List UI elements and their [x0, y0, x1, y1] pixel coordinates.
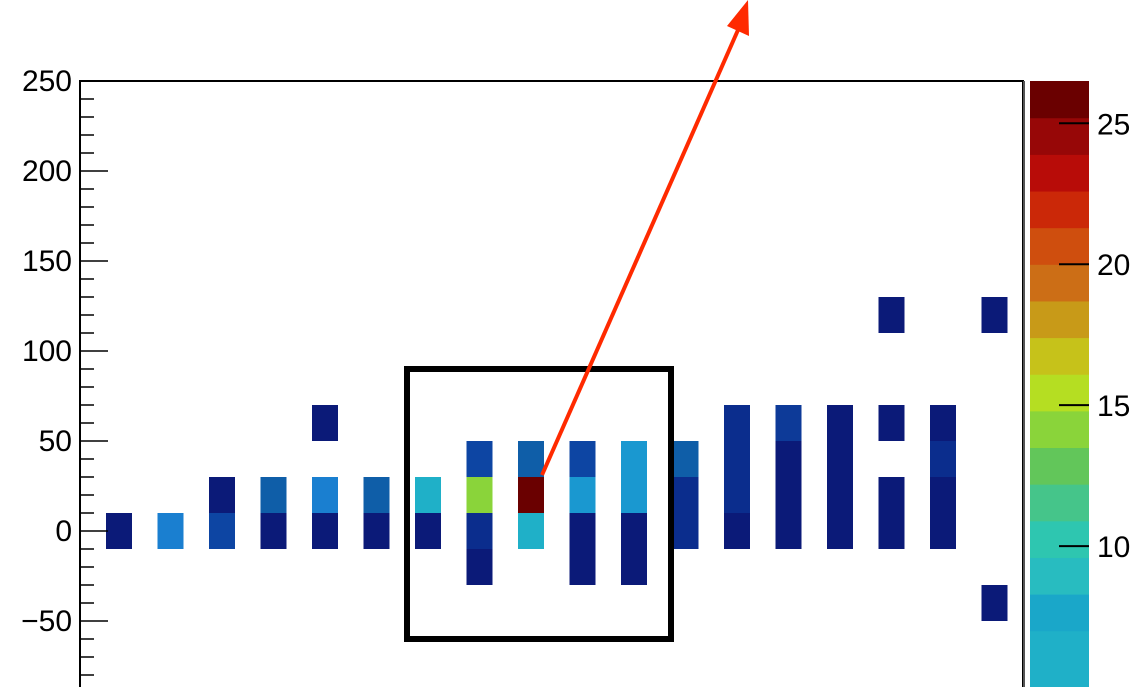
colorbar-band [1030, 557, 1089, 595]
colorbar-band [1030, 520, 1089, 558]
heatmap-cell [672, 441, 699, 477]
arrow-shaft [540, 29, 740, 476]
colorbar-band [1030, 81, 1089, 119]
heatmap-cell [724, 477, 750, 513]
colorbar-tick-label: 15 [1097, 390, 1130, 423]
colorbar-band [1030, 227, 1089, 265]
heatmap-cell [930, 405, 956, 441]
highlight-box [404, 366, 674, 642]
heatmap-cell [312, 513, 338, 549]
colorbar-band [1030, 300, 1089, 339]
colorbar-band [1030, 410, 1089, 449]
y-tick-label: 250 [22, 65, 72, 98]
heatmap-cell [621, 477, 647, 513]
annotations [404, 0, 749, 642]
heatmap-cell [518, 441, 544, 477]
arrow-head [727, 0, 749, 36]
colorbar-band [1030, 447, 1089, 485]
heatmap-cell [466, 513, 493, 549]
heatmap-cell [518, 513, 544, 549]
y-tick-label: 150 [22, 245, 72, 278]
heatmap-cell [672, 477, 699, 513]
heatmap-cell [878, 297, 905, 333]
heatmap-cell [827, 477, 853, 513]
plot-frame [79, 80, 1024, 687]
y-tick-label: −50 [21, 605, 72, 638]
heatmap-cell [209, 477, 235, 513]
heatmap-cell [569, 513, 596, 549]
heatmap-cell [157, 513, 184, 549]
heatmap-cell [878, 513, 905, 549]
colorbar-band [1030, 154, 1089, 192]
heatmap-cell [930, 477, 956, 513]
y-tick-label: 50 [39, 425, 72, 458]
colorbar-band [1030, 264, 1089, 302]
heatmap-cell [363, 513, 390, 549]
heatmap-cell [930, 513, 956, 549]
heatmap-cell [827, 441, 853, 477]
heatmap-cell [106, 513, 132, 549]
heatmap-cell [775, 405, 802, 441]
heatmap-cell [466, 477, 493, 513]
heatmap-cell [209, 513, 235, 549]
colorbar-tick-label: 25 [1097, 108, 1130, 141]
heatmap-cell [518, 477, 544, 513]
heatmap-cell [415, 477, 441, 513]
heatmap-cell [312, 477, 338, 513]
colorbar-band [1030, 630, 1089, 687]
y-axis: 250 200 150 100 50 0 −50 [21, 65, 108, 676]
heatmap-cell [466, 549, 493, 585]
heatmap-cell [827, 405, 853, 441]
heatmap-cell [312, 405, 338, 441]
heatmap-cell [775, 477, 802, 513]
heatmap-cell [621, 549, 647, 585]
heatmap-cell [724, 513, 750, 549]
heatmap-cell [466, 441, 493, 477]
colorbar-band [1030, 190, 1089, 229]
heatmap-cell [775, 441, 802, 477]
colorbar-tick-label: 20 [1097, 249, 1130, 282]
heatmap-cell [569, 549, 596, 585]
heatmap-cell [415, 513, 441, 549]
heatmap-cell [621, 441, 647, 477]
colorbar-tick-label: 10 [1097, 531, 1130, 564]
heatmap-cell [672, 513, 699, 549]
heatmap-cell [569, 477, 596, 513]
heatmap-cell [260, 477, 287, 513]
heatmap-cell [878, 405, 905, 441]
heatmap-cell [724, 405, 750, 441]
colorbar-band [1030, 337, 1089, 375]
colorbar: 25 20 15 10 [1023, 81, 1130, 687]
colorbar-band [1030, 484, 1089, 522]
heatmap-cell [878, 477, 905, 513]
colorbar-band [1030, 593, 1089, 632]
heatmap-cell [981, 585, 1008, 621]
heatmap-cell [260, 513, 287, 549]
heatmap-cell [569, 441, 596, 477]
heatmap-cell [775, 513, 802, 549]
y-tick-label: 200 [22, 155, 72, 188]
heatmap-cell [981, 297, 1008, 333]
y-tick-label: 100 [22, 335, 72, 368]
y-tick-label: 0 [55, 515, 72, 548]
heatmap-cell [621, 513, 647, 549]
heatmap-cell [363, 477, 390, 513]
heatmap-cells [106, 297, 1008, 621]
heatmap-cell [827, 513, 853, 549]
heatmap-cell [930, 441, 956, 477]
heatmap-cell [724, 441, 750, 477]
